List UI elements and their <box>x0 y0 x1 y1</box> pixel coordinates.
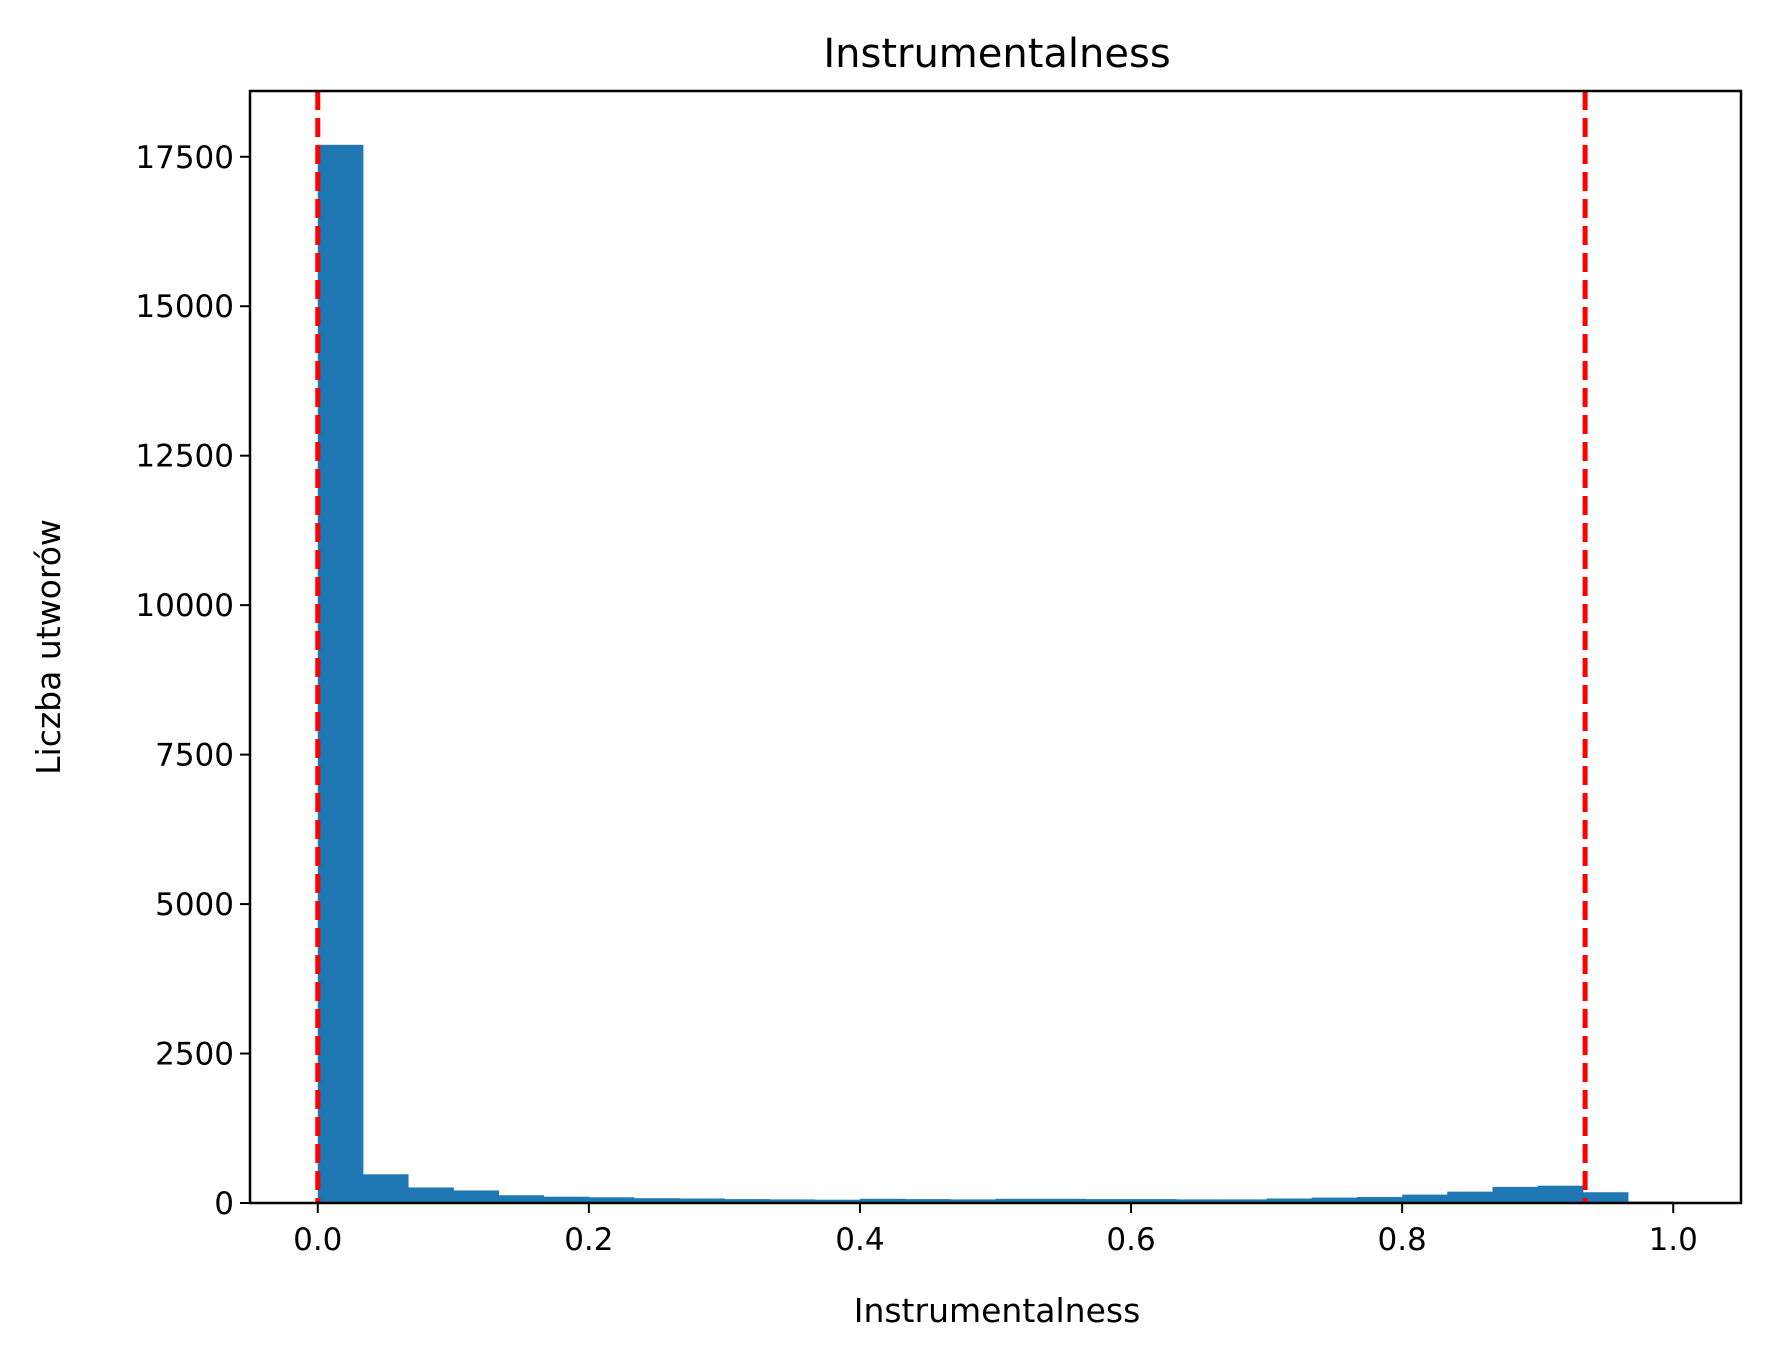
histogram-bar-13 <box>905 1199 951 1203</box>
y-axis-ticks: 0 2500 5000 7500 10000 12500 15000 17500 <box>135 140 250 1222</box>
histogram-bar-12 <box>859 1198 906 1203</box>
histogram-bar-28 <box>1582 1192 1629 1203</box>
y-tick-label-1: 2500 <box>155 1037 234 1073</box>
bars <box>317 144 1674 1204</box>
x-axis-label: Instrumentalness <box>854 1291 1141 1330</box>
histogram-bar-8 <box>679 1198 725 1203</box>
x-tick-label-5: 1.0 <box>1649 1222 1698 1258</box>
histogram-bar-20 <box>1221 1199 1268 1203</box>
histogram-bar-15 <box>995 1198 1042 1203</box>
histogram-bar-11 <box>814 1199 861 1203</box>
x-tick-label-2: 0.4 <box>835 1222 884 1258</box>
histogram-bar-24 <box>1402 1194 1448 1203</box>
x-tick-label-3: 0.6 <box>1106 1222 1155 1258</box>
histogram-bar-23 <box>1356 1197 1403 1203</box>
histogram-bar-14 <box>950 1199 996 1203</box>
histogram-bar-5 <box>543 1196 590 1203</box>
histogram-bar-6 <box>588 1197 635 1203</box>
histogram-bar-26 <box>1492 1186 1539 1203</box>
histogram-bar-7 <box>634 1198 680 1203</box>
y-tick-label-0: 0 <box>214 1186 234 1222</box>
y-tick-label-6: 15000 <box>135 289 234 325</box>
histogram-bar-22 <box>1311 1197 1358 1203</box>
x-tick-label-4: 0.8 <box>1377 1222 1426 1258</box>
histogram-bar-17 <box>1085 1199 1132 1203</box>
y-tick-label-4: 10000 <box>135 588 234 624</box>
x-axis-ticks: 0.0 0.2 0.4 0.6 0.8 1.0 <box>293 1203 1698 1258</box>
histogram-bar-4 <box>498 1195 545 1203</box>
x-tick-label-1: 0.2 <box>564 1222 613 1258</box>
histogram-bar-16 <box>1040 1198 1087 1203</box>
histogram-bar-18 <box>1131 1199 1177 1203</box>
histogram-bar-9 <box>724 1199 771 1203</box>
histogram-bar-27 <box>1537 1185 1584 1203</box>
y-tick-label-7: 17500 <box>135 140 234 176</box>
histogram-bar-21 <box>1266 1198 1313 1203</box>
histogram-bar-19 <box>1176 1199 1222 1203</box>
y-tick-label-2: 5000 <box>155 887 234 923</box>
histogram-bar-3 <box>453 1190 499 1203</box>
histogram-bar-2 <box>408 1187 454 1203</box>
y-axis-label: Liczba utworów <box>29 519 68 775</box>
x-tick-label-0: 0.0 <box>293 1222 342 1258</box>
histogram-bar-10 <box>769 1199 816 1203</box>
y-tick-label-5: 12500 <box>135 439 234 475</box>
y-tick-label-3: 7500 <box>155 738 234 774</box>
histogram-bar-0 <box>317 144 364 1204</box>
threshold-lines <box>315 91 1588 1203</box>
histogram-bar-1 <box>362 1174 409 1203</box>
plot-frame <box>248 89 1743 1205</box>
histogram-bar-25 <box>1447 1191 1493 1203</box>
chart-title: Instrumentalness <box>823 31 1170 77</box>
